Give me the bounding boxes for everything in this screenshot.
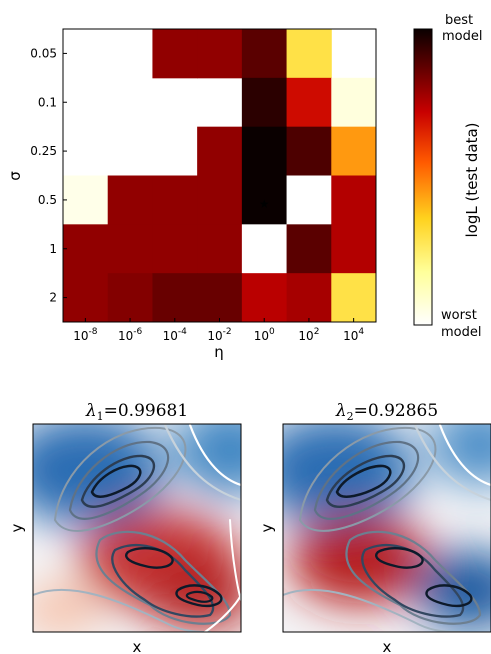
heatmap-y-tick-label: 1 xyxy=(49,242,57,256)
heatmap-x-tick-label: 10-8 xyxy=(73,327,98,343)
heatmap-cell-r3-c4 xyxy=(241,175,288,225)
heatmap-cell-r2-c4 xyxy=(241,126,288,176)
panel-1-frame xyxy=(32,423,242,633)
colorbar-gradient xyxy=(413,28,433,326)
heatmap-cell-r4-c3 xyxy=(197,224,243,274)
panel-2-title-value: =0.92865 xyxy=(354,401,439,421)
heatmap-cell-r1-c4 xyxy=(241,77,288,128)
heatmap-cell-r3-c1 xyxy=(107,175,153,225)
colorbar-label: logL (test data) xyxy=(463,122,481,237)
colorbar-top-label-line2: model xyxy=(442,29,482,44)
panel-1-y-axis-label: y xyxy=(8,523,26,532)
panel-2-field xyxy=(283,424,491,632)
panel-1-title-value: =0.99681 xyxy=(104,401,189,421)
eigenfunction-panel-1: λ1=0.99681 xyxy=(8,401,242,654)
panel-2-frame xyxy=(282,423,491,633)
colorbar: best model worst model logL (test data) xyxy=(413,13,482,340)
colorbar-bottom-label-line1: worst xyxy=(441,308,477,323)
heatmap-x-axis-label: η xyxy=(214,343,224,361)
heatmap-y-axis-label: σ xyxy=(6,171,24,181)
heatmap-cell-r5-c4 xyxy=(241,273,288,323)
heatmap-y-tick-label: 0.05 xyxy=(30,46,57,60)
heatmap-cell-r5-c6 xyxy=(331,273,377,323)
heatmap-y-tick-label: 2 xyxy=(49,291,57,305)
heatmap-cell-r0-c3 xyxy=(197,29,243,79)
heatmap-x-tick-label: 102 xyxy=(298,327,319,343)
heatmap-cell-r0-c5 xyxy=(286,29,332,79)
heatmap-x-tick-label: 100 xyxy=(254,327,275,343)
heatmap-cell-r2-c6 xyxy=(331,126,377,176)
heatmap-cells xyxy=(63,29,377,323)
heatmap-x-tick-label: 10-6 xyxy=(118,327,143,343)
heatmap-x-tick-label: 10-4 xyxy=(163,327,188,343)
heatmap-cell-r5-c0 xyxy=(63,273,109,323)
panel-1-title-symbol: λ xyxy=(85,401,97,421)
colorbar-top-label-line1: best xyxy=(445,13,473,28)
heatmap-y-ticks: 0.05 0.1 0.25 0.5 1 2 xyxy=(30,46,67,305)
panel-2-y-axis-label: y xyxy=(258,523,276,532)
heatmap-y-tick-label: 0.25 xyxy=(30,144,57,158)
heatmap-cell-r4-c2 xyxy=(152,224,198,274)
heatmap-cell-r3-c6 xyxy=(331,175,377,225)
best-model-star-marker: ★ xyxy=(259,197,270,211)
panel-1-field xyxy=(33,424,241,632)
heatmap-cell-r5-c5 xyxy=(286,273,332,323)
heatmap-cell-r4-c1 xyxy=(107,224,153,274)
heatmap-cell-r3-c5 xyxy=(286,175,332,225)
panel-2-x-axis-label: x xyxy=(383,638,392,654)
colorbar-bottom-label-line2: model xyxy=(441,325,481,340)
heatmap-cell-r5-c2 xyxy=(152,273,198,323)
heatmap-cell-r0-c4 xyxy=(241,29,288,79)
panel-2-title-symbol: λ xyxy=(335,401,347,421)
heatmap-cell-r2-c5 xyxy=(286,126,332,176)
heatmap-cell-r5-c1 xyxy=(107,273,153,323)
heatmap-cell-r1-c5 xyxy=(286,77,332,128)
heatmap-y-tick-label: 0.1 xyxy=(38,95,57,109)
heatmap-cell-r0-c2 xyxy=(152,29,198,79)
panel-1-title: λ1=0.99681 xyxy=(85,401,188,423)
heatmap-cell-r2-c3 xyxy=(197,126,243,176)
hyperparameter-heatmap: 0.050.10.250.512 10-8 10-6 10-4 10-2 100 102 1… xyxy=(6,28,377,361)
heatmap-cell-r4-c4 xyxy=(241,224,288,274)
panel-2-title: λ2=0.92865 xyxy=(335,401,438,423)
heatmap-x-ticks: 10-8 10-6 10-4 10-2 100 102 104 xyxy=(73,318,364,343)
heatmap-cell-r3-c2 xyxy=(152,175,198,225)
eigenfunction-panel-2: λ2=0.92865 xyxy=(258,401,491,654)
panel-1-x-axis-label: x xyxy=(133,638,142,654)
heatmap-cell-r4-c0 xyxy=(63,224,109,274)
heatmap-cell-r3-c3 xyxy=(197,175,243,225)
panel-1-title-subscript: 1 xyxy=(97,410,104,423)
panel-2-title-subscript: 2 xyxy=(347,410,354,423)
heatmap-x-tick-label: 10-2 xyxy=(207,327,231,343)
heatmap-cell-r4-c5 xyxy=(286,224,332,274)
heatmap-cell-r3-c0 xyxy=(63,175,109,225)
heatmap-cell-r1-c6 xyxy=(331,77,377,128)
heatmap-cell-r4-c6 xyxy=(331,224,377,274)
heatmap-x-tick-label: 104 xyxy=(343,327,364,343)
heatmap-cell-r5-c3 xyxy=(197,273,243,323)
heatmap-y-tick-label: 0.5 xyxy=(38,193,57,207)
